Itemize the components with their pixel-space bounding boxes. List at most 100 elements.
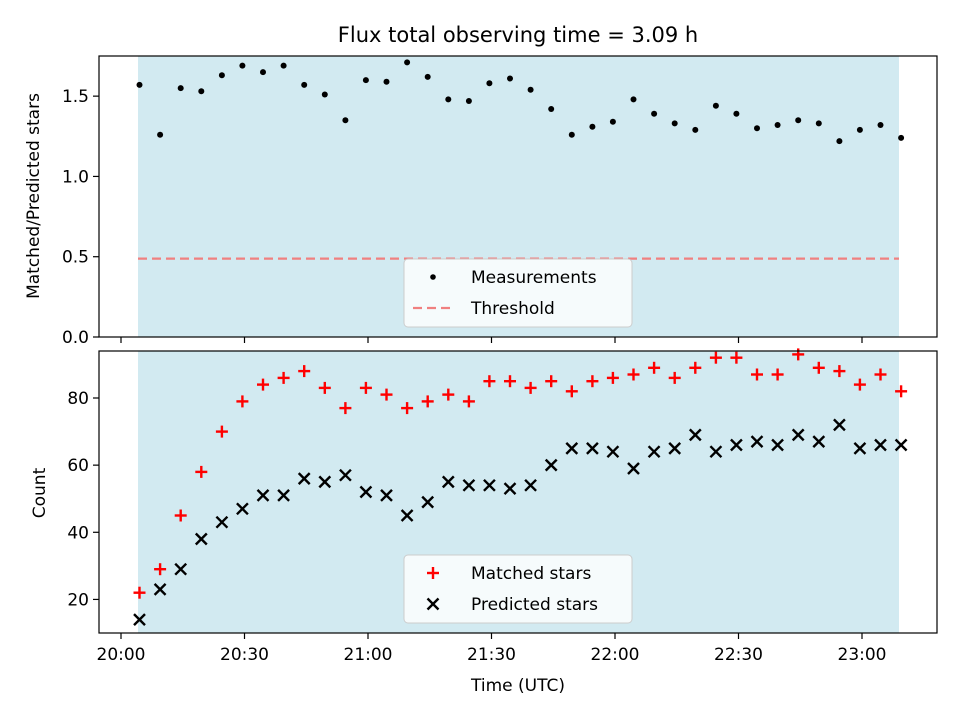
ratio-legend-box — [403, 258, 633, 328]
matched-star-point — [236, 395, 249, 408]
predicted-star-point — [730, 438, 743, 452]
x-axis-ticks-bottom: 20:00 20:30 21:00 21:30 22:00 22:30 23:00 — [97, 633, 887, 665]
matched-star-point — [277, 371, 290, 384]
ratio-y-axis-label: Matched/Predicted stars — [24, 93, 44, 299]
measurement-point — [609, 118, 616, 125]
matched-stars-series — [133, 348, 908, 599]
predicted-star-point — [771, 438, 784, 452]
matched-star-point — [298, 365, 311, 378]
legend-measurements-marker — [430, 274, 436, 280]
measurement-point — [198, 88, 205, 95]
predicted-star-point — [421, 495, 435, 509]
ratio-plot-frame — [98, 55, 938, 338]
x-tick-label: 22:00 — [591, 645, 640, 665]
legend-predicted-label: Predicted stars — [471, 595, 598, 615]
measurement-point — [856, 126, 863, 133]
measurement-point — [651, 110, 658, 117]
matched-star-point — [359, 381, 372, 394]
measurement-point — [218, 72, 225, 79]
predicted-star-point — [215, 515, 229, 529]
predicted-star-point — [586, 442, 599, 455]
figure-title: Flux total observing time = 3.09 h — [338, 23, 698, 47]
measurement-point — [671, 120, 678, 127]
matched-star-point — [483, 375, 496, 388]
y-tick-label: 80 — [67, 389, 89, 409]
ratio-legend: Measurements Threshold — [403, 258, 633, 328]
measurement-point — [383, 78, 390, 85]
predicted-star-point — [874, 438, 887, 452]
measurement-point — [630, 96, 637, 103]
count-legend: Matched stars Predicted stars — [403, 554, 633, 624]
predicted-star-point — [359, 485, 373, 499]
legend-matched-marker — [427, 567, 439, 579]
predicted-star-point — [277, 489, 290, 502]
predicted-star-point — [339, 468, 352, 482]
predicted-star-point — [194, 532, 208, 546]
matched-star-point — [606, 371, 619, 384]
measurement-point — [795, 117, 802, 124]
ratio-panel: 0.0 0.5 1.0 1.5 Matched/Predicted stars Mea… — [24, 55, 938, 348]
y-tick-label: 40 — [67, 523, 89, 543]
y-tick-label: 60 — [67, 456, 89, 476]
matched-star-point — [154, 563, 167, 576]
predicted-star-point — [647, 445, 661, 459]
matched-star-point — [586, 375, 599, 388]
predicted-star-point — [668, 442, 682, 455]
predicted-star-point — [853, 442, 867, 455]
legend-measurements-label: Measurements — [471, 268, 597, 288]
predicted-stars-series — [133, 418, 908, 626]
y-axis-ticks-bottom: 20 40 60 80 — [67, 389, 99, 610]
matched-star-point — [689, 361, 702, 374]
matched-star-point — [648, 361, 661, 374]
measurement-point — [301, 81, 308, 88]
y-tick-label: 20 — [67, 590, 89, 610]
matched-star-point — [709, 351, 722, 364]
predicted-star-point — [236, 502, 249, 516]
predicted-star-point — [462, 478, 476, 492]
predicted-star-point — [483, 478, 496, 492]
measurement-point — [712, 102, 719, 109]
measurement-point — [836, 138, 843, 145]
predicted-star-point — [400, 509, 414, 522]
x-tick-label: 20:00 — [97, 645, 146, 665]
legend-predicted-marker — [426, 597, 440, 611]
predicted-star-point — [174, 562, 188, 576]
matched-star-point — [442, 388, 455, 401]
count-plot-frame — [98, 350, 938, 634]
y-tick-label: 1.0 — [62, 167, 89, 187]
x-tick-label: 20:30 — [220, 645, 269, 665]
measurement-point — [568, 131, 575, 138]
predicted-star-point — [297, 472, 311, 485]
matched-star-point — [545, 375, 558, 388]
measurement-point — [177, 85, 184, 92]
measurements-series — [136, 59, 905, 145]
matched-star-point — [174, 509, 187, 522]
measurement-point — [404, 59, 411, 66]
count-y-axis-label: Count — [30, 467, 50, 518]
predicted-star-point — [709, 445, 723, 459]
matched-star-point — [812, 361, 825, 374]
legend-threshold-label: Threshold — [470, 299, 555, 319]
predicted-star-point — [606, 445, 620, 459]
measurement-point — [527, 86, 534, 93]
measurement-point — [136, 81, 143, 88]
predicted-star-point — [791, 428, 805, 442]
matched-star-point — [257, 378, 269, 391]
measurement-point — [692, 126, 699, 133]
matched-star-point — [874, 368, 887, 381]
measurement-point — [815, 120, 822, 127]
x-tick-label: 22:30 — [714, 645, 763, 665]
measurement-point — [465, 98, 472, 104]
predicted-star-point — [153, 583, 167, 596]
measurement-point — [548, 106, 555, 112]
matched-star-point — [380, 388, 393, 401]
predicted-star-point — [544, 458, 558, 472]
measurement-point — [754, 125, 760, 132]
measurement-point — [342, 117, 349, 124]
matched-star-point — [833, 365, 846, 378]
x-axis-ticks-top — [120, 337, 863, 343]
measurement-point — [589, 123, 596, 130]
measurement-point — [280, 62, 287, 69]
matched-star-point — [462, 395, 475, 408]
